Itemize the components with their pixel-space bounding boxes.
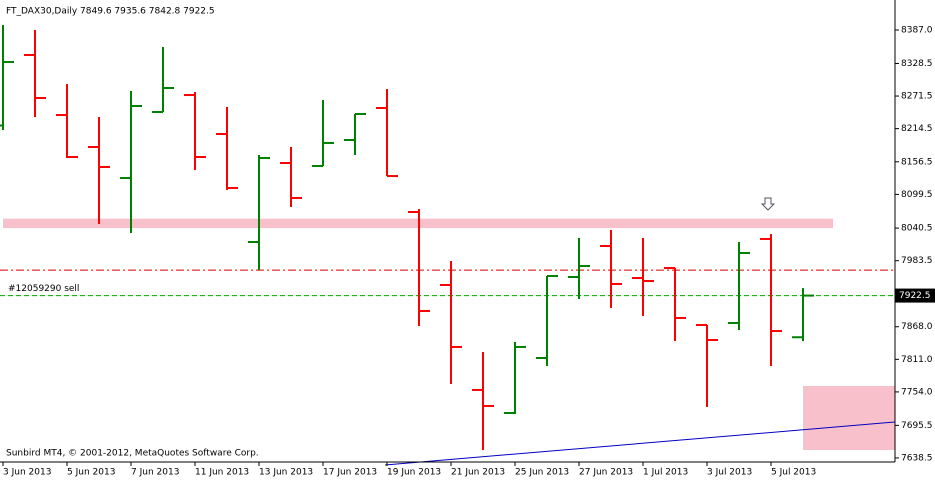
zone-box <box>803 386 895 450</box>
y-tick-label: 7638.5 <box>901 453 933 463</box>
x-tick-label: 1 Jul 2013 <box>643 468 688 478</box>
x-tick-label: 17 Jun 2013 <box>323 468 377 478</box>
y-tick-label: 7695.5 <box>901 421 933 431</box>
x-tick-label: 13 Jun 2013 <box>259 468 313 478</box>
y-tick-label: 7754.0 <box>901 387 933 397</box>
x-tick-label: 5 Jun 2013 <box>67 468 115 478</box>
chart-title: FT_DAX30,Daily 7849.6 7935.6 7842.8 7922… <box>6 7 215 17</box>
x-tick-label: 7 Jun 2013 <box>131 468 179 478</box>
x-tick-label: 3 Jul 2013 <box>707 468 752 478</box>
x-tick-label: 5 Jul 2013 <box>771 468 816 478</box>
x-tick-label: 25 Jun 2013 <box>515 468 569 478</box>
y-tick-label: 7868.0 <box>901 322 933 332</box>
price-box <box>895 288 935 303</box>
trend-line <box>384 421 896 466</box>
price-label: 7922.5 <box>899 291 931 301</box>
y-tick-label: 8156.5 <box>901 157 933 167</box>
arrow-icon <box>760 197 776 211</box>
order-label: #12059290 sell <box>8 284 79 294</box>
y-tick-label: 8099.5 <box>901 190 933 200</box>
y-tick-label: 7983.5 <box>901 256 933 266</box>
y-tick-label: 8387.0 <box>901 26 933 36</box>
y-tick-label: 8214.5 <box>901 124 933 134</box>
x-tick-label: 3 Jun 2013 <box>3 468 51 478</box>
x-tick-label: 27 Jun 2013 <box>579 468 633 478</box>
x-tick-label: 11 Jun 2013 <box>195 468 249 478</box>
x-tick-label: 19 Jun 2013 <box>387 468 441 478</box>
y-tick-label: 8271.5 <box>901 92 933 102</box>
y-tick-label: 8040.5 <box>901 224 933 234</box>
y-tick-label: 8328.5 <box>901 59 933 69</box>
x-tick-label: 21 Jun 2013 <box>451 468 505 478</box>
watermark: Sunbird MT4, © 2001-2012, MetaQuotes Sof… <box>6 449 259 459</box>
y-tick-label: 7811.0 <box>901 355 933 365</box>
